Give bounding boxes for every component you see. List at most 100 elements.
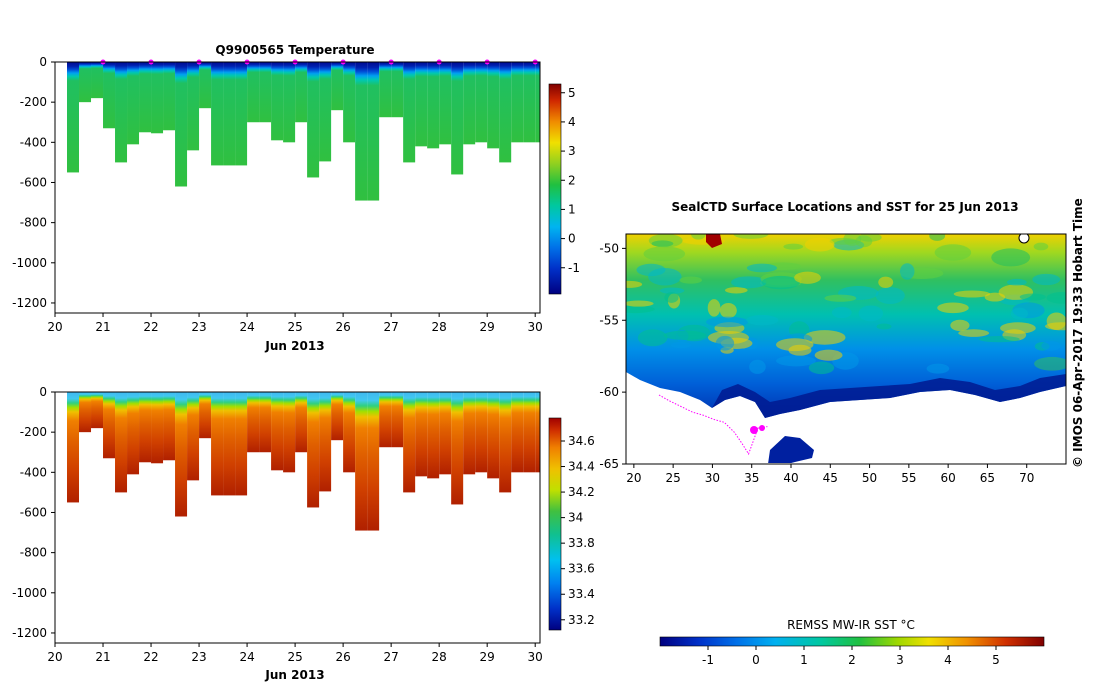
salinity-profile	[439, 392, 452, 475]
sst-patch	[929, 234, 946, 241]
sst-patch	[953, 290, 991, 298]
y-tick-label: -400	[20, 465, 47, 479]
temperature-profile	[91, 62, 104, 99]
colorbar-tick-label: 33.4	[568, 587, 595, 601]
temperature-profile	[391, 62, 404, 118]
colorbar-tick-label: 5	[568, 86, 576, 100]
temperature-profile	[439, 62, 452, 145]
temperature-profile	[187, 62, 200, 151]
temperature-profile	[475, 62, 488, 143]
temperature-profile	[139, 62, 152, 133]
salinity-profiles	[67, 392, 540, 531]
sst-patch	[776, 355, 816, 367]
sst-patch	[1000, 322, 1036, 334]
sst-patch	[1041, 341, 1061, 351]
sst-patch	[626, 300, 654, 307]
x-tick-label: 20	[47, 650, 62, 664]
map-x-tick-label: 60	[941, 471, 956, 485]
colorbar-tick-label: 1	[568, 202, 576, 216]
map-x-tick-label: 35	[744, 471, 759, 485]
sst-patch	[664, 292, 679, 303]
salinity-x-axis: 20 21 22 23 24 25 26 27 28 29 30	[47, 643, 543, 664]
salinity-profile	[79, 392, 92, 433]
sst-patch	[876, 323, 892, 330]
temperature-profile	[295, 62, 308, 123]
sst-colorbar-tick-label: -1	[702, 653, 714, 667]
sst-patch	[626, 280, 643, 288]
sst-patch	[643, 246, 686, 262]
colorbar-tick-label: 3	[568, 144, 576, 158]
temperature-profile	[307, 62, 320, 178]
sst-colorbar-tick-label: 5	[992, 653, 1000, 667]
temperature-xlabel: Jun 2013	[264, 339, 324, 353]
sst-patch	[991, 248, 1031, 267]
salinity-profile	[247, 392, 260, 453]
x-tick-label: 21	[95, 320, 110, 334]
sst-colorbar-ticks: -1 0 1 2 3 4 5	[702, 646, 1000, 667]
island-marker	[1018, 234, 1030, 244]
y-tick-label: -400	[20, 135, 47, 149]
coast-ice-band	[712, 374, 1066, 418]
salinity-profile	[535, 392, 540, 473]
temperature-profile	[379, 62, 392, 118]
map-colorbar-label: REMSS MW-IR SST °C	[787, 618, 915, 632]
temperature-section-plot: Q9900565 Temperature 20 21 22 23 24 25 26 27 28 2…	[12, 43, 580, 353]
colorbar-tick-label: 2	[568, 173, 576, 187]
temperature-profile	[535, 62, 540, 143]
salinity-profile	[523, 392, 536, 473]
sst-patch	[746, 314, 779, 326]
temperature-profile	[163, 62, 176, 131]
colorbar-tick-label: 34.6	[568, 434, 595, 448]
sst-colorbar-tick-label: 0	[752, 653, 760, 667]
sst-patch	[804, 237, 835, 252]
salinity-xlabel: Jun 2013	[264, 668, 324, 682]
y-tick-label: -200	[20, 95, 47, 109]
sst-map: SealCTD Surface Locations and SST for 25…	[599, 200, 1067, 667]
temperature-profile	[427, 62, 440, 149]
sst-patch	[926, 363, 950, 374]
colorbar-tick-label: 34	[568, 511, 583, 525]
sst-patch	[855, 235, 873, 248]
map-title: SealCTD Surface Locations and SST for 25…	[671, 200, 1018, 214]
sst-patch	[803, 330, 846, 345]
salinity-profile	[415, 392, 428, 477]
sst-patch	[934, 244, 972, 261]
map-x-tick-label: 45	[823, 471, 838, 485]
y-tick-label: -1000	[12, 586, 47, 600]
sst-colorbar-tick-label: 3	[896, 653, 904, 667]
sst-patch	[651, 240, 674, 247]
sst-patch	[775, 338, 814, 352]
temperature-title: Q9900565 Temperature	[215, 43, 374, 57]
y-tick-label: -600	[20, 175, 47, 189]
sst-patch	[636, 263, 666, 277]
sst-patch	[626, 305, 655, 314]
temperature-profile	[259, 62, 272, 123]
salinity-profile	[355, 392, 368, 531]
sst-patch	[1010, 307, 1029, 320]
colorbar-tick-label: 33.2	[568, 613, 595, 627]
sst-patch	[937, 302, 969, 314]
temperature-profile	[67, 62, 80, 173]
temperature-x-axis: 20 21 22 23 24 25 26 27 28 29 30	[47, 313, 543, 334]
temperature-profile	[247, 62, 260, 123]
temperature-profile	[463, 62, 476, 145]
map-frame	[625, 233, 1067, 465]
x-tick-label: 26	[335, 650, 350, 664]
sst-colorbar-tick-label: 2	[848, 653, 856, 667]
temperature-profile	[331, 62, 344, 111]
sst-patch	[749, 359, 766, 374]
x-tick-label: 25	[287, 320, 302, 334]
sst-patch	[950, 319, 970, 332]
sst-patch	[659, 287, 685, 294]
colorbar-tick-label: -1	[568, 261, 580, 275]
temperature-colorbar-ticks: -1 0 1 2 3 4 5	[561, 86, 580, 275]
x-tick-label: 27	[383, 320, 398, 334]
colorbar-tick-label: 34.4	[568, 460, 595, 474]
salinity-profile	[187, 392, 200, 481]
salinity-profile	[139, 392, 152, 463]
sst-patch	[978, 336, 1020, 343]
salinity-profile	[91, 392, 104, 429]
sst-patch	[715, 335, 735, 351]
salinity-profile	[295, 392, 308, 453]
temperature-plot-frame	[54, 61, 541, 314]
